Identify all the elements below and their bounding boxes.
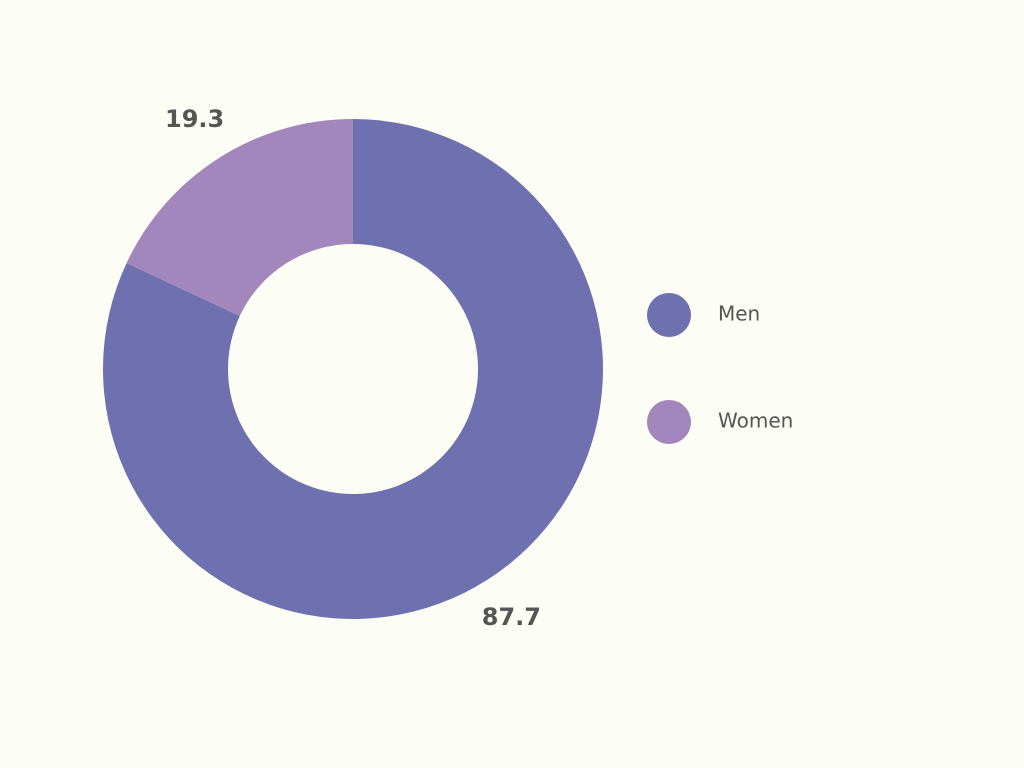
donut-slice: [126, 119, 353, 317]
legend-label: Women: [718, 409, 793, 433]
legend-marker: [647, 293, 691, 337]
value-label: 87.7: [482, 603, 541, 631]
legend-marker: [647, 400, 691, 444]
value-label: 19.3: [165, 105, 224, 133]
legend-label: Men: [718, 302, 760, 326]
donut-slice: [103, 119, 604, 620]
